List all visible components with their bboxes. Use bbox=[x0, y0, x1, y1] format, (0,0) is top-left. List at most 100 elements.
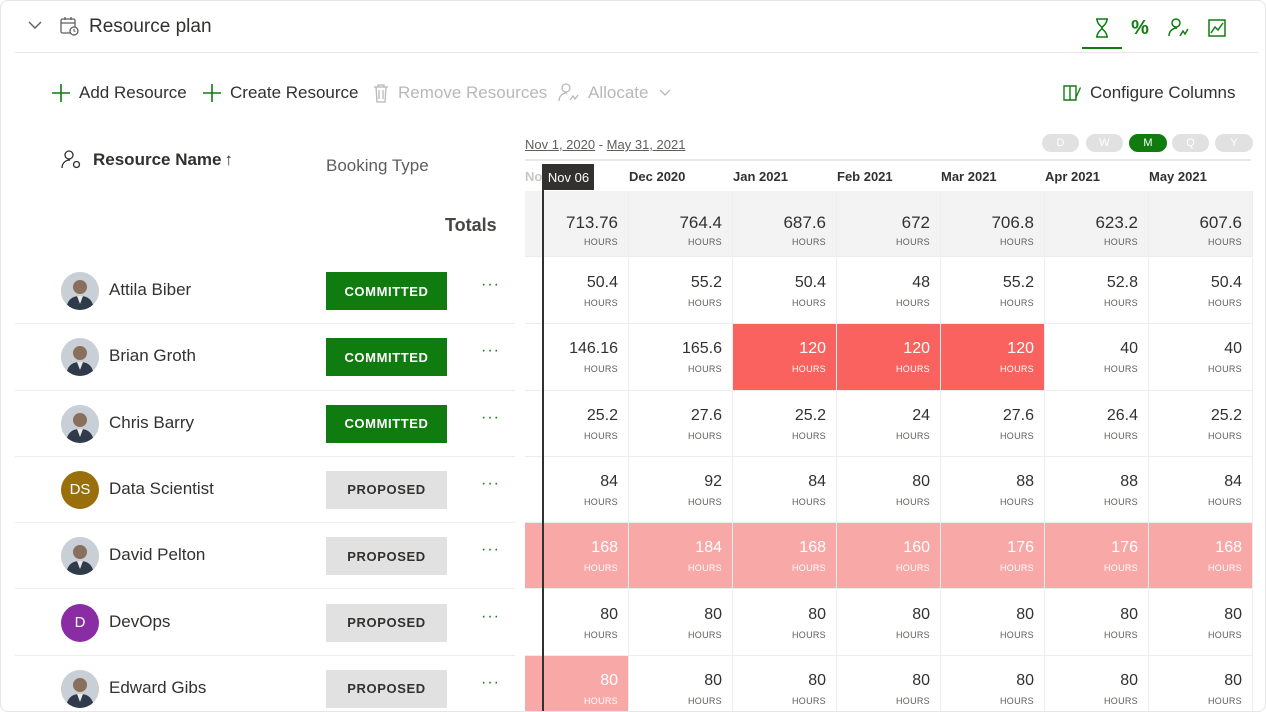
allocation-cell[interactable]: 80 HOURS bbox=[525, 589, 629, 656]
booking-type-badge[interactable]: COMMITTED bbox=[326, 338, 447, 377]
allocation-cell[interactable]: 80 HOURS bbox=[525, 655, 629, 711]
allocation-cell[interactable]: 80 HOURS bbox=[837, 456, 941, 524]
allocation-cell[interactable]: 26.4 HOURS bbox=[1045, 390, 1149, 457]
scale-y-toggle[interactable]: Y bbox=[1215, 134, 1253, 152]
allocation-cell[interactable]: 24 HOURS bbox=[837, 390, 941, 457]
allocation-cell[interactable]: 168 HOURS bbox=[525, 523, 629, 590]
totals-cell[interactable]: 713.76 HOURS bbox=[525, 191, 629, 258]
allocation-cell[interactable]: 48 HOURS bbox=[837, 258, 941, 325]
scale-d-toggle[interactable]: D bbox=[1042, 134, 1079, 152]
allocation-cell[interactable]: 120 HOURS bbox=[733, 324, 837, 391]
allocation-cell[interactable]: 176 HOURS bbox=[941, 523, 1045, 590]
allocation-cell[interactable]: 88 HOURS bbox=[941, 456, 1045, 524]
allocation-cell[interactable]: 40 HOURS bbox=[1149, 324, 1253, 391]
resource-name[interactable]: Attila Biber bbox=[109, 280, 192, 299]
allocation-cell[interactable]: 168 HOURS bbox=[733, 523, 837, 590]
allocation-cell[interactable]: 50.4 HOURS bbox=[1149, 258, 1253, 325]
allocation-cell[interactable]: 25.2 HOURS bbox=[525, 390, 629, 457]
date-range[interactable]: Nov 1, 2020 - May 31, 2021 bbox=[525, 137, 685, 152]
add-resource-button[interactable]: Add Resource bbox=[51, 79, 187, 107]
scale-q-toggle[interactable]: Q bbox=[1172, 134, 1209, 152]
allocation-cell[interactable]: 50.4 HOURS bbox=[525, 258, 629, 325]
range-end[interactable]: May 31, 2021 bbox=[606, 137, 686, 152]
allocation-cell[interactable]: 88 HOURS bbox=[1045, 456, 1149, 524]
allocation-cell[interactable]: 80 HOURS bbox=[837, 655, 941, 711]
resource-row[interactable]: Brian Groth COMMITTED ··· bbox=[15, 324, 515, 391]
create-resource-button[interactable]: Create Resource bbox=[202, 79, 359, 107]
allocation-cell[interactable]: 25.2 HOURS bbox=[733, 390, 837, 457]
totals-cell[interactable]: 706.8 HOURS bbox=[941, 191, 1045, 258]
allocation-cell[interactable]: 27.6 HOURS bbox=[941, 390, 1045, 457]
totals-cell[interactable]: 764.4 HOURS bbox=[629, 191, 733, 258]
chart-view-button[interactable] bbox=[1202, 13, 1232, 43]
configure-columns-button[interactable]: Configure Columns bbox=[1062, 79, 1236, 107]
resource-row[interactable]: Attila Biber COMMITTED ··· bbox=[15, 258, 515, 325]
more-actions-button[interactable]: ··· bbox=[481, 607, 500, 625]
allocation-cell[interactable]: 40 HOURS bbox=[1045, 324, 1149, 391]
resource-row[interactable]: David Pelton PROPOSED ··· bbox=[15, 523, 515, 590]
more-actions-button[interactable]: ··· bbox=[481, 673, 500, 691]
allocation-cell[interactable]: 55.2 HOURS bbox=[941, 258, 1045, 325]
allocation-cell[interactable]: 80 HOURS bbox=[1045, 589, 1149, 656]
allocation-cell[interactable]: 146.16 HOURS bbox=[525, 324, 629, 391]
allocation-cell[interactable]: 80 HOURS bbox=[629, 589, 733, 656]
booking-type-column-header[interactable]: Booking Type bbox=[326, 156, 429, 175]
allocate-dropdown[interactable]: Allocate bbox=[558, 79, 672, 107]
allocation-cell[interactable]: 80 HOURS bbox=[1149, 655, 1253, 711]
fte-view-button[interactable] bbox=[1164, 13, 1194, 43]
resource-name-column-header[interactable]: Resource Name ↑ bbox=[61, 149, 233, 171]
resource-row[interactable]: D DevOps PROPOSED ··· bbox=[15, 590, 515, 656]
totals-cell[interactable]: 687.6 HOURS bbox=[733, 191, 837, 258]
allocation-cell[interactable]: 120 HOURS bbox=[837, 324, 941, 391]
more-actions-button[interactable]: ··· bbox=[481, 408, 500, 426]
allocation-cell[interactable]: 55.2 HOURS bbox=[629, 258, 733, 325]
remove-resources-button[interactable]: Remove Resources bbox=[372, 79, 547, 107]
allocation-cell[interactable]: 80 HOURS bbox=[837, 589, 941, 656]
allocation-cell[interactable]: 184 HOURS bbox=[629, 523, 733, 590]
resource-name[interactable]: Brian Groth bbox=[109, 346, 196, 366]
booking-type-badge[interactable]: PROPOSED bbox=[326, 537, 447, 576]
allocation-cell[interactable]: 160 HOURS bbox=[837, 523, 941, 590]
allocation-cell[interactable]: 84 HOURS bbox=[525, 456, 629, 524]
allocation-cell[interactable]: 80 HOURS bbox=[1149, 589, 1253, 656]
totals-cell[interactable]: 623.2 HOURS bbox=[1045, 191, 1149, 258]
booking-type-badge[interactable]: COMMITTED bbox=[326, 404, 447, 443]
allocation-cell[interactable]: 92 HOURS bbox=[629, 456, 733, 524]
resource-name[interactable]: David Pelton bbox=[109, 545, 206, 565]
resource-row[interactable]: Edward Gibs PROPOSED ··· bbox=[15, 656, 515, 711]
allocation-cell[interactable]: 80 HOURS bbox=[941, 589, 1045, 656]
allocation-cell[interactable]: 80 HOURS bbox=[733, 589, 837, 656]
more-actions-button[interactable]: ··· bbox=[481, 342, 500, 360]
scale-w-toggle[interactable]: W bbox=[1086, 134, 1123, 152]
allocation-cell[interactable]: 84 HOURS bbox=[1149, 456, 1253, 524]
resource-name[interactable]: Edward Gibs bbox=[109, 677, 207, 697]
allocation-cell[interactable]: 176 HOURS bbox=[1045, 523, 1149, 590]
percentage-view-button[interactable]: % bbox=[1125, 13, 1155, 43]
hours-view-button[interactable] bbox=[1082, 13, 1122, 49]
resource-name[interactable]: Data Scientist bbox=[109, 478, 214, 498]
allocation-cell[interactable]: 52.8 HOURS bbox=[1045, 258, 1149, 325]
scale-m-toggle[interactable]: M bbox=[1129, 134, 1167, 152]
more-actions-button[interactable]: ··· bbox=[481, 474, 500, 492]
allocation-cell[interactable]: 80 HOURS bbox=[941, 655, 1045, 711]
resource-name[interactable]: Chris Barry bbox=[109, 412, 195, 432]
booking-type-badge[interactable]: PROPOSED bbox=[326, 669, 447, 708]
totals-cell[interactable]: 672 HOURS bbox=[837, 191, 941, 258]
booking-type-badge[interactable]: COMMITTED bbox=[326, 272, 447, 310]
resource-row[interactable]: DS Data Scientist PROPOSED ··· bbox=[15, 457, 515, 524]
allocation-cell[interactable]: 50.4 HOURS bbox=[733, 258, 837, 325]
resource-row[interactable]: Chris Barry COMMITTED ··· bbox=[15, 391, 515, 457]
booking-type-badge[interactable]: PROPOSED bbox=[326, 470, 447, 509]
range-start[interactable]: Nov 1, 2020 bbox=[525, 137, 596, 152]
allocation-cell[interactable]: 80 HOURS bbox=[629, 655, 733, 711]
allocation-cell[interactable]: 168 HOURS bbox=[1149, 523, 1253, 590]
resource-name[interactable]: DevOps bbox=[109, 611, 171, 631]
allocation-cell[interactable]: 165.6 HOURS bbox=[629, 324, 733, 391]
more-actions-button[interactable]: ··· bbox=[481, 541, 500, 559]
totals-cell[interactable]: 607.6 HOURS bbox=[1149, 191, 1253, 258]
allocation-cell[interactable]: 25.2 HOURS bbox=[1149, 390, 1253, 457]
allocation-cell[interactable]: 120 HOURS bbox=[941, 324, 1045, 391]
allocation-cell[interactable]: 27.6 HOURS bbox=[629, 390, 733, 457]
booking-type-badge[interactable]: PROPOSED bbox=[326, 603, 447, 642]
allocation-cell[interactable]: 84 HOURS bbox=[733, 456, 837, 524]
